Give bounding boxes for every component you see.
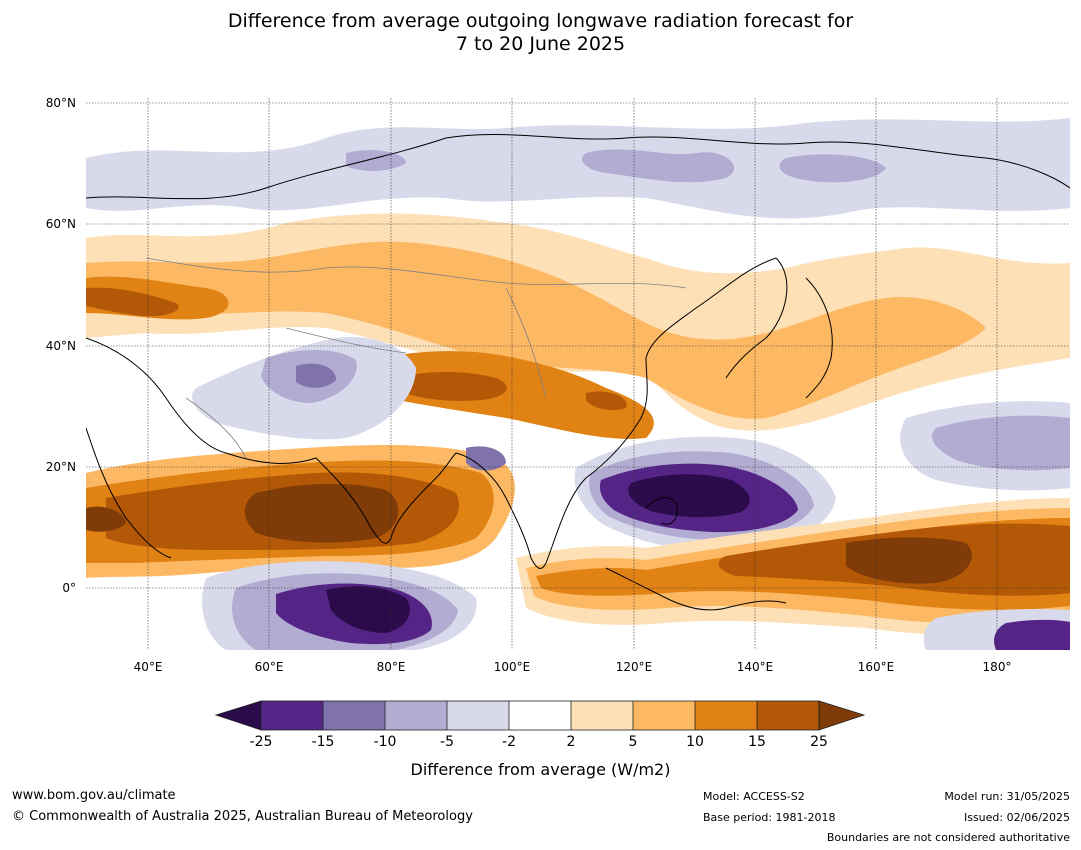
title-line-2: 7 to 20 June 2025 <box>455 33 626 55</box>
colorbar-tick-2: 2 <box>566 734 576 750</box>
gridlines <box>86 98 1070 650</box>
colorbar <box>214 700 866 731</box>
colorbar-label: Difference from average (W/m2) <box>410 760 671 779</box>
model-run-text: Model run: 31/05/2025 <box>944 790 1070 803</box>
website-link[interactable]: www.bom.gov.au/climate <box>12 788 176 803</box>
colorbar-swatch-5 <box>509 701 571 730</box>
olr-anomaly-map <box>86 98 1070 650</box>
arctic-negative-region <box>86 118 1070 219</box>
colorbar-extend-high <box>818 700 866 731</box>
colorbar-swatch-2 <box>323 701 385 730</box>
lon-label-140e: 140°E <box>736 660 774 674</box>
western-pacific-negative-region <box>466 436 836 553</box>
colorbar-swatch-8 <box>695 701 757 730</box>
south-indian-ocean-negative-region <box>202 561 477 650</box>
indian-ocean-positive-region <box>86 445 515 578</box>
central-asia-negative-region <box>192 337 416 440</box>
lon-label-180: 180° <box>982 660 1012 674</box>
colorbar-tick-10: 10 <box>686 734 704 750</box>
lon-label-80e: 80°E <box>376 660 406 674</box>
colorbar-swatch-7 <box>633 701 695 730</box>
map-title: Difference from average outgoing longwav… <box>0 10 1081 56</box>
colorbar-tick-25: 25 <box>810 734 828 750</box>
base-period-text: Base period: 1981-2018 <box>703 811 836 824</box>
colorbar-tick-minus2: -2 <box>502 734 516 750</box>
copyright-text: © Commonwealth of Australia 2025, Austra… <box>12 809 473 824</box>
lon-label-120e: 120°E <box>615 660 653 674</box>
colorbar-tick-minus25: -25 <box>249 734 273 750</box>
lat-label-20n: 20°N <box>45 460 76 474</box>
colorbar-swatch-9 <box>757 701 819 730</box>
lat-label-80n: 80°N <box>45 96 76 110</box>
colorbar-swatch-1 <box>261 701 323 730</box>
lon-label-60e: 60°E <box>254 660 284 674</box>
lat-label-60n: 60°N <box>45 217 76 231</box>
colorbar-extend-low <box>214 700 262 731</box>
colorbar-tick-5: 5 <box>628 734 638 750</box>
issued-text: Issued: 02/06/2025 <box>963 811 1070 824</box>
colorbar-swatch-3 <box>385 701 447 730</box>
pacific-positive-region <box>516 498 1070 636</box>
lat-label-0: 0° <box>62 581 76 595</box>
model-text: Model: ACCESS-S2 <box>703 790 805 803</box>
colorbar-tick-15: 15 <box>748 734 766 750</box>
lon-label-160e: 160°E <box>857 660 895 674</box>
title-line-1: Difference from average outgoing longwav… <box>227 10 854 32</box>
disclaimer-text: Boundaries are not considered authoritat… <box>826 831 1070 844</box>
colorbar-tick-minus10: -10 <box>373 734 397 750</box>
lat-label-40n: 40°N <box>45 339 76 353</box>
colorbar-tick-minus5: -5 <box>440 734 454 750</box>
colorbar-tick-minus15: -15 <box>311 734 335 750</box>
colorbar-swatch-4 <box>447 701 509 730</box>
colorbar-swatch-6 <box>571 701 633 730</box>
lon-label-40e: 40°E <box>133 660 163 674</box>
lon-label-100e: 100°E <box>493 660 531 674</box>
